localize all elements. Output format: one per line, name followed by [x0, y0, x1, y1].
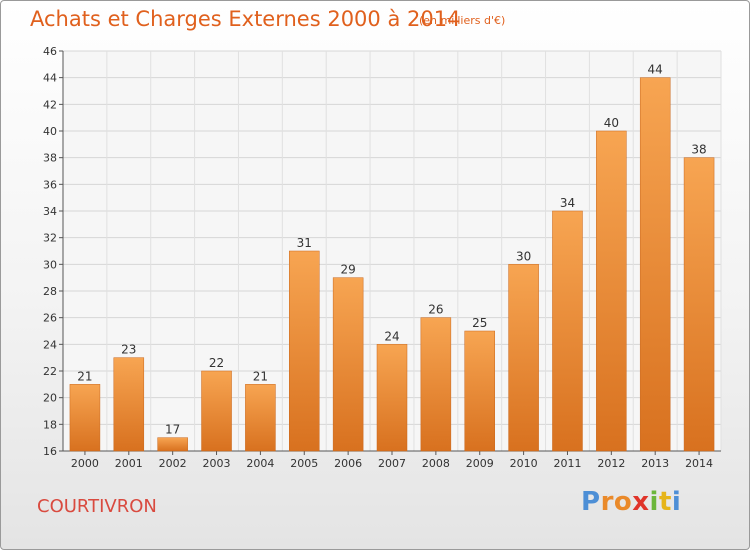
x-tick-label: 2007 [378, 457, 406, 470]
x-tick-label: 2000 [71, 457, 99, 470]
data-label: 21 [253, 369, 268, 383]
x-tick-label: 2004 [246, 457, 274, 470]
y-tick-label: 20 [43, 392, 57, 405]
bar [201, 370, 232, 452]
bar [552, 210, 583, 452]
data-label: 22 [209, 356, 224, 370]
logo-part: i [649, 487, 659, 517]
y-tick-label: 22 [43, 365, 57, 378]
x-tick-label: 2008 [422, 457, 450, 470]
logo-part: ro [600, 487, 633, 517]
y-tick-label: 30 [43, 258, 57, 271]
y-tick-label: 46 [43, 45, 57, 58]
data-label: 17 [165, 423, 180, 437]
x-tick-label: 2012 [597, 457, 625, 470]
x-tick-label: 2003 [203, 457, 231, 470]
proxiti-logo: Proxiti [581, 487, 681, 517]
x-tick-label: 2009 [466, 457, 494, 470]
chart-unit-label: (en milliers d'€) [419, 14, 506, 27]
logo-part: i [671, 487, 682, 517]
bar [596, 130, 627, 452]
data-labels: 21 23 17 22 21 31 29 24 26 25 30 34 40 44 38 [77, 63, 706, 437]
bar [508, 264, 539, 452]
bar [69, 384, 101, 452]
x-tick-label: 2002 [159, 457, 187, 470]
y-tick-label: 26 [43, 312, 57, 325]
x-tick-label: 2014 [685, 457, 713, 470]
y-tick-label: 36 [43, 178, 57, 191]
x-tick-label: 2006 [334, 457, 362, 470]
bar [639, 77, 671, 452]
logo-part: t [658, 487, 672, 517]
data-label: 38 [691, 143, 706, 157]
bar [332, 277, 364, 452]
commune-name: COURTIVRON [37, 496, 157, 517]
x-tick-label: 2005 [290, 457, 318, 470]
logo-part: x [632, 487, 650, 517]
data-label: 21 [77, 369, 92, 383]
bar [683, 157, 715, 452]
data-label: 30 [516, 249, 531, 263]
x-tick-label: 2010 [510, 457, 538, 470]
data-label: 34 [560, 196, 575, 210]
bar [113, 357, 145, 452]
y-tick-label: 42 [43, 98, 57, 111]
y-tick-label: 38 [43, 152, 57, 165]
x-tick-label: 2013 [641, 457, 669, 470]
data-label: 25 [472, 316, 487, 330]
bar [464, 330, 495, 452]
data-label: 26 [428, 303, 443, 317]
data-label: 31 [297, 236, 312, 250]
bars [69, 77, 715, 452]
bar [157, 437, 188, 452]
bar [245, 384, 276, 452]
y-tick-label: 34 [43, 205, 57, 218]
y-tick-label: 44 [43, 72, 57, 85]
data-label: 44 [648, 63, 663, 77]
y-tick-label: 28 [43, 285, 57, 298]
y-tick-label: 16 [43, 445, 57, 458]
y-tick-label: 18 [43, 418, 57, 431]
data-label: 29 [340, 263, 355, 277]
chart-title: Achats et Charges Externes 2000 à 2014 [30, 7, 461, 31]
bar [420, 317, 452, 452]
data-label: 24 [384, 329, 399, 343]
data-label: 40 [604, 116, 619, 130]
y-tick-label: 40 [43, 125, 57, 138]
y-tick-label: 32 [43, 232, 57, 245]
bar [376, 344, 408, 452]
x-tick-label: 2001 [115, 457, 143, 470]
x-tick-label: 2011 [553, 457, 581, 470]
y-tick-label: 24 [43, 338, 57, 351]
logo-part: P [581, 487, 601, 517]
bar [289, 250, 320, 452]
data-label: 23 [121, 343, 136, 357]
